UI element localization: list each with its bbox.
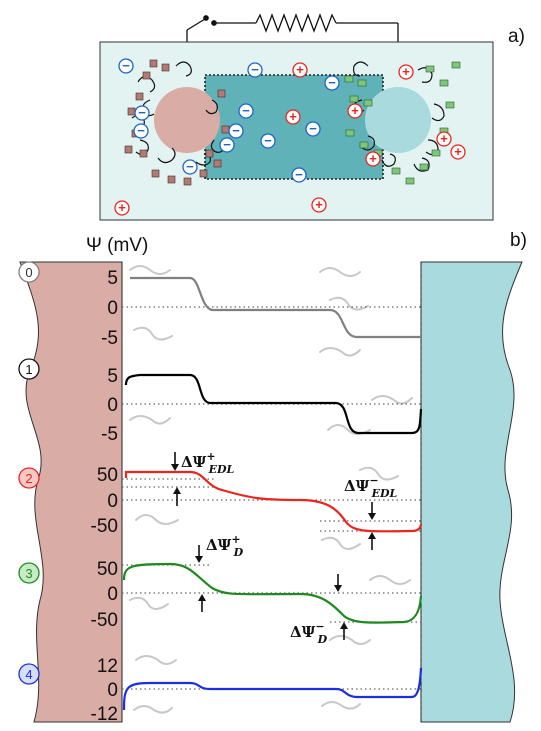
state-0-tick-low: -5 — [101, 328, 118, 349]
anion: − — [305, 121, 321, 137]
svg-text:+: + — [369, 151, 377, 166]
state-4-profile — [122, 667, 423, 711]
cation: + — [365, 151, 381, 167]
cations: + + + + + + + + + — [114, 62, 466, 216]
tick-labels: 5 0 -5 5 0 -5 50 0 -50 50 0 -50 12 0 -12 — [91, 268, 118, 725]
panel-a-label: a) — [508, 26, 525, 47]
svg-text:−: − — [309, 121, 317, 136]
cation: + — [311, 197, 327, 213]
state-4-tick-low: -12 — [91, 704, 118, 725]
state-1-number: 1 — [25, 362, 32, 377]
delta-psi-edl-minus: ΔΨ− EDL — [344, 474, 397, 500]
polymer-background — [129, 265, 413, 714]
state-1-profile — [124, 373, 423, 435]
delta-annotations: ΔΨ+ EDL ΔΨ− EDL ΔΨ+ D ΔΨ− D — [181, 450, 397, 646]
switch-contact — [203, 15, 209, 21]
anion: − — [291, 167, 307, 183]
switch-arm — [186, 18, 206, 31]
right-electrode — [365, 87, 431, 153]
svg-text:+: + — [289, 109, 297, 124]
state-markers: 0 1 2 3 4 — [18, 261, 40, 685]
svg-text:−: − — [138, 105, 146, 120]
state-0-tick-zero: 0 — [107, 298, 118, 319]
svg-text:−: − — [186, 159, 194, 174]
cation: + — [285, 109, 301, 125]
left-electrode — [154, 87, 220, 153]
anion: − — [228, 123, 244, 139]
anion: − — [324, 75, 340, 91]
y-axis-label: Ψ (mV) — [86, 235, 148, 256]
svg-text:−: − — [251, 62, 259, 77]
svg-text:+: + — [118, 200, 126, 215]
delta-psi-d-minus: ΔΨ− D — [290, 620, 328, 646]
state-3-tick-low: -50 — [91, 610, 118, 631]
svg-text:+: + — [402, 64, 410, 79]
annotation-arrows — [171, 452, 376, 640]
state-1-tick-high: 5 — [107, 366, 118, 387]
right-electrode-profile — [420, 261, 523, 723]
svg-text:−: − — [328, 75, 336, 90]
state-2-tick-zero: 0 — [107, 491, 118, 512]
anion-squares — [344, 61, 461, 185]
anion: − — [134, 105, 150, 121]
state-0-marker — [18, 261, 40, 283]
state-3-tick-high: 50 — [97, 559, 118, 580]
state-2-number: 2 — [25, 471, 32, 486]
potential-profiles — [122, 276, 423, 711]
anion: − — [247, 62, 263, 78]
state-4-marker — [18, 663, 40, 685]
svg-text:+: + — [296, 62, 304, 77]
cation: + — [347, 103, 363, 119]
panel-b: b) Ψ (mV) 0 1 2 3 — [18, 230, 527, 725]
resistor — [255, 13, 337, 33]
state-1-tick-zero: 0 — [107, 395, 118, 416]
panel-a: a) — [99, 13, 525, 221]
svg-text:+: + — [454, 144, 462, 159]
state-2-profile — [124, 470, 423, 533]
anion: − — [182, 159, 198, 175]
cation: + — [114, 200, 130, 216]
svg-text:−: − — [295, 167, 303, 182]
state-4-tick-zero: 0 — [107, 680, 118, 701]
state-3-number: 3 — [25, 566, 32, 581]
anion: − — [118, 58, 134, 74]
state-0-profile — [130, 276, 421, 339]
anion: − — [260, 133, 276, 149]
state-3-profile — [122, 562, 423, 624]
anion: − — [219, 137, 235, 153]
cation: + — [292, 62, 308, 78]
state-2-marker — [18, 467, 40, 489]
svg-text:−: − — [223, 137, 231, 152]
svg-text:+: + — [440, 131, 448, 146]
state-3-tick-zero: 0 — [107, 584, 118, 605]
state-1-marker — [18, 358, 40, 380]
svg-text:−: − — [232, 123, 240, 138]
state-0-number: 0 — [25, 265, 32, 280]
state-4-number: 4 — [25, 667, 32, 682]
cation: + — [398, 64, 414, 80]
delta-psi-edl-plus: ΔΨ+ EDL — [181, 450, 234, 476]
svg-text:−: − — [242, 103, 250, 118]
anion: − — [133, 123, 149, 139]
panel-b-label: b) — [510, 230, 527, 251]
state-2-tick-low: -50 — [91, 516, 118, 537]
state-2-tick-high: 50 — [97, 465, 118, 486]
state-0-tick-high: 5 — [107, 268, 118, 289]
svg-text:+: + — [315, 197, 323, 212]
cation: + — [450, 144, 466, 160]
svg-text:−: − — [122, 58, 130, 73]
state-3-marker — [18, 562, 40, 584]
svg-text:−: − — [264, 133, 272, 148]
svg-text:+: + — [351, 103, 359, 118]
state-1-tick-low: -5 — [101, 424, 118, 445]
anion: − — [238, 103, 254, 119]
cation: + — [436, 131, 452, 147]
svg-text:−: − — [137, 123, 145, 138]
delta-psi-d-plus: ΔΨ+ D — [206, 533, 244, 559]
state-4-tick-high: 12 — [97, 656, 118, 677]
anions: − − − − − − − − − − − − — [118, 58, 340, 183]
